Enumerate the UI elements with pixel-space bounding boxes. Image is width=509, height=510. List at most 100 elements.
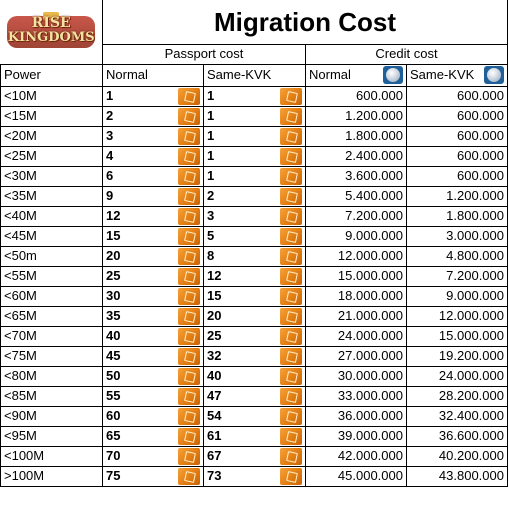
credit-normal-cell: 39.000.000 — [305, 425, 407, 447]
passport-same-kvk-cell: 67 — [203, 445, 306, 467]
passport-normal-cell-value: 40 — [106, 328, 121, 343]
credit-same-kvk-cell: 4.800.000 — [406, 245, 508, 267]
power-cell: <55M — [0, 265, 103, 287]
table-row: <85M 55 47 33.000.000 28.200.000 — [0, 385, 508, 407]
passport-icon — [280, 307, 302, 325]
table-row: <35M 9 2 5.400.000 1.200.000 — [0, 185, 508, 207]
passport-same-kvk-cell: 3 — [203, 205, 306, 227]
credit-coin-icon — [484, 66, 504, 84]
power-cell: <95M — [0, 425, 103, 447]
credit-normal-cell: 600.000 — [305, 85, 407, 107]
passport-icon — [178, 207, 200, 225]
credit-normal-cell: 2.400.000 — [305, 145, 407, 167]
passport-normal-cell-value: 70 — [106, 448, 121, 463]
passport-normal-cell-value: 50 — [106, 368, 121, 383]
passport-same-kvk-cell: 32 — [203, 345, 306, 367]
passport-normal-cell-value: 2 — [106, 108, 114, 123]
passport-same-kvk-cell-value: 1 — [207, 168, 215, 183]
passport-same-kvk-cell-value: 32 — [207, 348, 222, 363]
credit-normal-cell: 18.000.000 — [305, 285, 407, 307]
power-cell: <70M — [0, 325, 103, 347]
table-row: <20M 3 1 1.800.000 600.000 — [0, 125, 508, 147]
table-row: <70M 40 25 24.000.000 15.000.000 — [0, 325, 508, 347]
passport-icon — [280, 187, 302, 205]
passport-normal-cell: 4 — [102, 145, 204, 167]
table-row: <75M 45 32 27.000.000 19.200.000 — [0, 345, 508, 367]
migration-cost-table: RISE KINGDOMS Migration Cost Passport co… — [0, 0, 508, 487]
power-cell: <45M — [0, 225, 103, 247]
credit-same-kvk-cell: 28.200.000 — [406, 385, 508, 407]
credit-same-kvk-cell: 36.600.000 — [406, 425, 508, 447]
passport-same-kvk-cell-value: 20 — [207, 308, 222, 323]
rise-of-kingdoms-logo: RISE KINGDOMS — [3, 11, 99, 52]
credit-same-kvk-cell: 1.800.000 — [406, 205, 508, 227]
credit-same-kvk-cell: 600.000 — [406, 145, 508, 167]
power-cell: <85M — [0, 385, 103, 407]
passport-same-kvk-header: Same-KVK — [203, 63, 306, 87]
credit-same-kvk-cell: 12.000.000 — [406, 305, 508, 327]
passport-normal-cell: 1 — [102, 85, 204, 107]
passport-normal-cell: 60 — [102, 405, 204, 427]
credit-normal-header-label: Normal — [309, 67, 351, 82]
passport-same-kvk-cell-value: 47 — [207, 388, 222, 403]
credit-same-kvk-cell: 15.000.000 — [406, 325, 508, 347]
passport-normal-cell-value: 4 — [106, 148, 114, 163]
passport-icon — [280, 107, 302, 125]
table-row: <50m 20 8 12.000.000 4.800.000 — [0, 245, 508, 267]
table-row: <100M 70 67 42.000.000 40.200.000 — [0, 445, 508, 467]
power-cell: >100M — [0, 465, 103, 487]
passport-icon — [280, 87, 302, 105]
passport-same-kvk-cell: 54 — [203, 405, 306, 427]
passport-icon — [280, 327, 302, 345]
passport-icon — [280, 127, 302, 145]
passport-same-kvk-cell-value: 25 — [207, 328, 222, 343]
passport-normal-cell: 2 — [102, 105, 204, 127]
power-cell: <100M — [0, 445, 103, 467]
credit-same-kvk-cell: 3.000.000 — [406, 225, 508, 247]
passport-icon — [280, 247, 302, 265]
passport-same-kvk-cell-value: 15 — [207, 288, 222, 303]
credit-same-kvk-cell: 600.000 — [406, 125, 508, 147]
power-cell: <10M — [0, 85, 103, 107]
credit-same-kvk-cell: 7.200.000 — [406, 265, 508, 287]
credit-same-kvk-cell: 600.000 — [406, 85, 508, 107]
passport-normal-cell-value: 3 — [106, 128, 114, 143]
passport-normal-cell-value: 6 — [106, 168, 114, 183]
credit-same-kvk-cell: 600.000 — [406, 105, 508, 127]
passport-same-kvk-cell-value: 1 — [207, 148, 215, 163]
passport-same-kvk-cell: 40 — [203, 365, 306, 387]
credit-normal-cell: 12.000.000 — [305, 245, 407, 267]
passport-icon — [280, 347, 302, 365]
passport-normal-cell: 3 — [102, 125, 204, 147]
power-cell: <65M — [0, 305, 103, 327]
table-row: <10M 1 1 600.000 600.000 — [0, 85, 508, 107]
passport-icon — [178, 107, 200, 125]
credit-same-kvk-header-label: Same-KVK — [410, 67, 475, 82]
passport-same-kvk-cell-value: 3 — [207, 208, 215, 223]
table-row: <95M 65 61 39.000.000 36.600.000 — [0, 425, 508, 447]
passport-normal-cell-value: 12 — [106, 208, 121, 223]
passport-same-kvk-cell: 12 — [203, 265, 306, 287]
passport-icon — [178, 427, 200, 445]
logo-cell: RISE KINGDOMS — [0, 0, 103, 65]
table-row: <60M 30 15 18.000.000 9.000.000 — [0, 285, 508, 307]
passport-normal-cell: 35 — [102, 305, 204, 327]
credit-normal-cell: 36.000.000 — [305, 405, 407, 427]
passport-icon — [178, 167, 200, 185]
table-row: <40M 12 3 7.200.000 1.800.000 — [0, 205, 508, 227]
passport-normal-cell-value: 1 — [106, 88, 114, 103]
passport-normal-cell-value: 35 — [106, 308, 121, 323]
passport-same-kvk-cell-value: 2 — [207, 188, 215, 203]
passport-icon — [280, 387, 302, 405]
table-row: <90M 60 54 36.000.000 32.400.000 — [0, 405, 508, 427]
passport-same-kvk-cell: 73 — [203, 465, 306, 487]
passport-normal-cell: 12 — [102, 205, 204, 227]
passport-normal-cell: 25 — [102, 265, 204, 287]
passport-same-kvk-cell: 5 — [203, 225, 306, 247]
credit-normal-cell: 21.000.000 — [305, 305, 407, 327]
passport-same-kvk-cell-value: 73 — [207, 468, 222, 483]
passport-cost-header: Passport cost — [102, 43, 306, 65]
credit-same-kvk-cell: 1.200.000 — [406, 185, 508, 207]
passport-icon — [178, 387, 200, 405]
passport-normal-cell-value: 65 — [106, 428, 121, 443]
